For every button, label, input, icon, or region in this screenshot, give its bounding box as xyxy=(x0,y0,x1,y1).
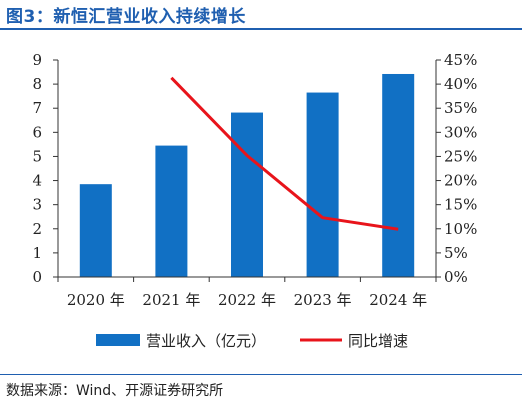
left-tick-label-4: 4 xyxy=(32,172,42,190)
left-tick-label-3: 3 xyxy=(32,196,42,214)
right-tick-label-7: 35% xyxy=(444,99,477,117)
left-tick-label-2: 2 xyxy=(32,220,42,238)
left-tick-label-0: 0 xyxy=(32,268,42,286)
bar-2 xyxy=(231,112,263,277)
x-tick-label-2: 2022 年 xyxy=(218,291,276,309)
right-tick-label-6: 30% xyxy=(444,123,477,141)
left-tick-label-9: 9 xyxy=(32,51,42,69)
bar-0 xyxy=(79,184,112,277)
left-tick-label-8: 8 xyxy=(32,75,42,93)
bar-4 xyxy=(382,73,415,278)
right-tick-label-3: 15% xyxy=(444,196,477,214)
left-tick-label-7: 7 xyxy=(32,99,42,117)
left-tick-label-1: 1 xyxy=(32,244,42,262)
bar-3 xyxy=(306,92,339,277)
right-tick-label-2: 10% xyxy=(444,220,477,238)
x-tick-label-3: 2023 年 xyxy=(294,291,352,309)
right-tick-label-8: 40% xyxy=(444,75,477,93)
source-note: 数据来源：Wind、开源证券研究所 xyxy=(6,383,224,399)
left-tick-label-6: 6 xyxy=(32,123,42,141)
x-tick-label-0: 2020 年 xyxy=(67,291,125,309)
chart-title: 图3：新恒汇营业收入持续增长 xyxy=(6,7,246,27)
x-tick-label-4: 2024 年 xyxy=(369,291,427,309)
right-tick-label-4: 20% xyxy=(444,172,477,190)
right-tick-label-9: 45% xyxy=(444,51,477,69)
right-tick-label-0: 0% xyxy=(444,268,468,286)
growth-line xyxy=(170,76,399,231)
source-rule xyxy=(0,374,522,375)
right-tick-label-1: 5% xyxy=(444,244,468,262)
legend-line-label: 同比增速 xyxy=(348,332,408,350)
x-tick-label-1: 2021 年 xyxy=(142,291,200,309)
left-tick-label-5: 5 xyxy=(32,147,42,165)
right-tick-label-5: 25% xyxy=(444,147,477,165)
title-rule xyxy=(0,28,522,30)
legend-bar-swatch xyxy=(96,334,140,346)
bar-1 xyxy=(155,145,188,277)
legend-bar-label: 营业收入（亿元） xyxy=(146,332,266,350)
